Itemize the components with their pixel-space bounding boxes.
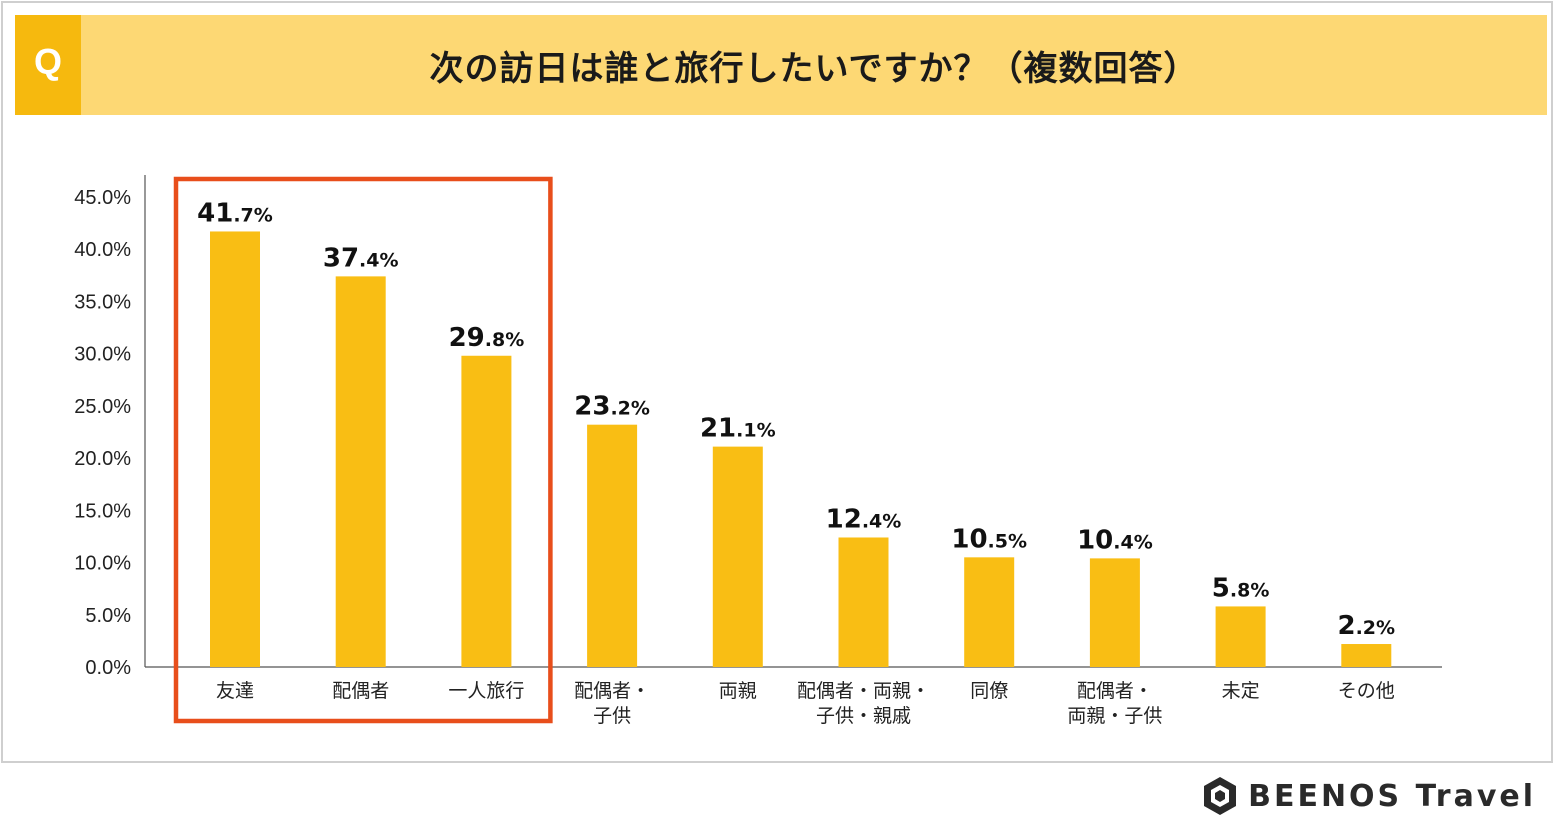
value-label: 23.2% [574,392,650,422]
value-label: 12.4% [826,504,902,534]
highlight-box [173,176,553,724]
category-label: 子供・親戚 [816,705,911,727]
question-badge: Q [15,15,81,115]
bar [964,557,1015,667]
value-label: 10.5% [951,524,1027,554]
bar [1341,644,1392,667]
y-tick-label: 10.0% [74,553,131,575]
y-tick-label: 20.0% [74,448,131,470]
category-label: 配偶者・ [574,680,650,702]
bar [335,276,386,667]
y-tick-label: 15.0% [74,500,131,522]
category-label: 子供 [593,705,631,727]
value-label: 41.7% [197,198,273,228]
bar [1089,558,1140,667]
value-label: 29.8% [449,323,525,353]
value-label: 21.1% [700,414,776,444]
y-tick-label: 35.0% [74,291,131,313]
y-tick-label: 0.0% [85,657,131,679]
category-label: 配偶者・ [1077,680,1153,702]
category-label: 友達 [216,680,254,702]
bar [838,537,889,667]
category-label: 配偶者・両親・ [797,680,930,702]
y-tick-label: 5.0% [85,605,131,627]
category-label: その他 [1338,680,1395,702]
question-header: Q 次の訪日は誰と旅行したいですか？（複数回答） [15,15,1547,115]
bar [461,355,512,667]
category-label: 未定 [1222,680,1260,702]
value-label: 2.2% [1338,611,1396,641]
y-tick-label: 30.0% [74,344,131,366]
category-label: 両親 [719,680,757,702]
beenos-logo-icon [1204,777,1237,815]
y-tick-label: 25.0% [74,396,131,418]
category-label: 同僚 [970,680,1008,702]
category-label: 一人旅行 [448,680,524,702]
value-label: 5.8% [1212,573,1270,603]
value-label: 37.4% [323,243,399,273]
brand-logo: BEENOS Travel [1202,776,1536,816]
category-label: 両親・子供 [1067,705,1162,727]
brand-name: BEENOS Travel [1248,778,1536,814]
bar [1215,606,1266,667]
chart-title: 次の訪日は誰と旅行したいですか？（複数回答） [429,48,1199,89]
bar [210,231,260,667]
y-tick-label: 45.0% [74,187,131,209]
category-label: 配偶者 [332,680,389,702]
value-label: 10.4% [1077,525,1153,555]
y-tick-label: 40.0% [74,239,131,261]
bar [587,424,638,667]
bar [712,446,763,667]
